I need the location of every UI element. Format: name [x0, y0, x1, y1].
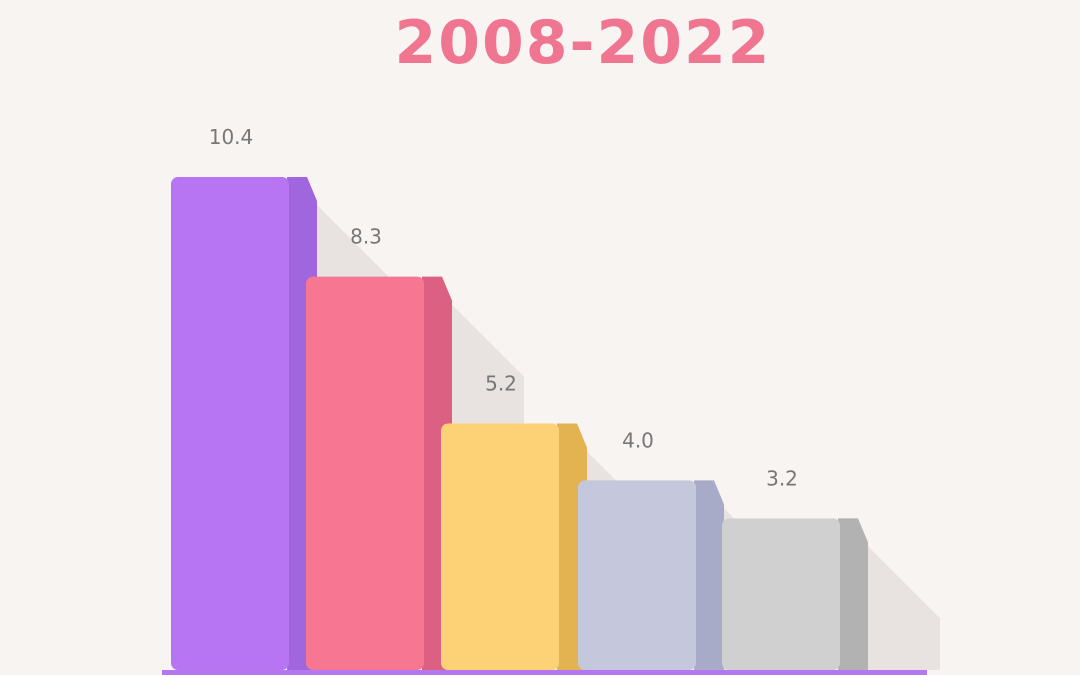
- bar-4: [578, 480, 696, 670]
- value-label-4: 4.0: [622, 428, 654, 452]
- value-label-3: 5.2: [485, 372, 517, 396]
- value-label-2: 8.3: [350, 225, 382, 249]
- bar-fronts: [171, 177, 840, 671]
- bar-1: [171, 177, 289, 671]
- bar-side-4: [694, 480, 724, 670]
- bar-3: [441, 423, 559, 670]
- bar-2: [306, 276, 424, 670]
- chart-baseline: [162, 670, 927, 675]
- chart-title: 2008-2022: [394, 8, 772, 78]
- value-labels: 10.4 8.3 5.2 4.0 3.2: [209, 125, 798, 490]
- value-label-1: 10.4: [209, 125, 254, 149]
- bar-5: [722, 518, 840, 670]
- bar-side-5: [838, 518, 868, 670]
- value-label-5: 3.2: [766, 466, 798, 490]
